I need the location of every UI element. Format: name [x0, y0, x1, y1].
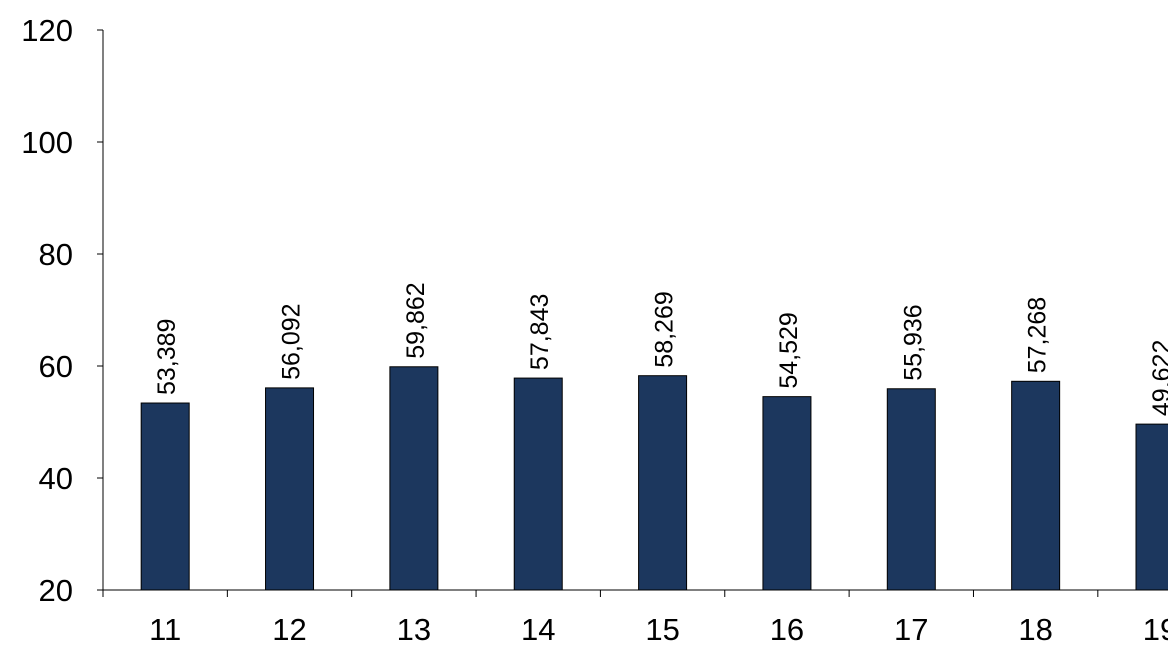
data-label: 59,862	[402, 282, 430, 358]
x-tick-label: 16	[770, 612, 804, 645]
data-label: 53,389	[153, 319, 181, 395]
y-tick-label: 60	[39, 349, 73, 384]
x-tick-label: 17	[894, 612, 928, 645]
y-tick-label: 100	[21, 125, 73, 160]
x-axis: 11 12 13 14 15 16 17 18 19	[102, 589, 1168, 645]
bar	[638, 375, 688, 591]
bar	[389, 366, 439, 591]
x-tick-label: 14	[521, 612, 555, 645]
y-axis: 20 40 60 80 100 120	[21, 13, 104, 608]
bar-series	[140, 366, 1168, 591]
bar	[513, 377, 563, 591]
data-label: 58,269	[651, 291, 679, 367]
bar	[886, 388, 936, 591]
x-tick-label: 15	[645, 612, 679, 645]
bar	[1135, 423, 1168, 591]
bar	[1011, 380, 1061, 591]
y-tick-label: 80	[39, 237, 73, 272]
data-label: 57,268	[1024, 297, 1052, 373]
bar	[265, 387, 315, 591]
y-tick-label: 120	[21, 13, 73, 48]
y-tick-label: 40	[39, 461, 73, 496]
x-tick-label: 19	[1143, 612, 1168, 645]
x-tick-label: 12	[272, 612, 306, 645]
y-tick-label: 20	[39, 573, 73, 608]
bar	[762, 396, 812, 591]
x-tick-label: 18	[1018, 612, 1052, 645]
x-tick-label: 13	[397, 612, 431, 645]
data-labels: 53,389 56,092 59,862 57,843 58,269 54,529 55,9…	[153, 282, 1168, 416]
data-label: 55,936	[899, 304, 927, 380]
data-label: 54,529	[775, 312, 803, 388]
data-label: 57,843	[526, 294, 554, 370]
bar	[140, 402, 190, 591]
data-label: 49,622	[1148, 340, 1168, 416]
data-label: 56,092	[278, 303, 306, 379]
x-tick-label: 11	[149, 612, 181, 645]
